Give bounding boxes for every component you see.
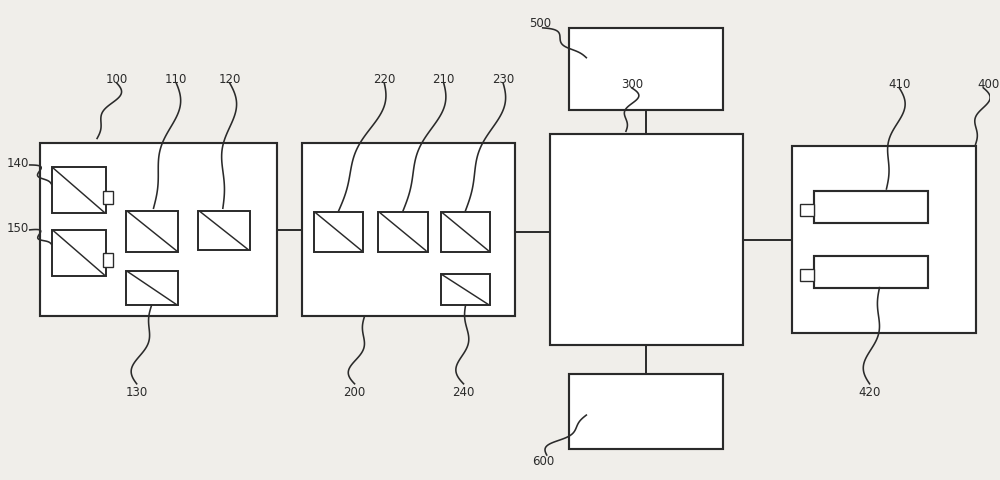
- Text: 410: 410: [888, 77, 910, 91]
- Bar: [198, 211, 250, 251]
- Text: 110: 110: [165, 72, 187, 86]
- Bar: [800, 204, 814, 216]
- Text: 140: 140: [7, 156, 29, 170]
- Bar: [550, 134, 743, 346]
- Text: 120: 120: [219, 72, 241, 86]
- Text: 210: 210: [433, 72, 455, 86]
- Text: 230: 230: [492, 72, 514, 86]
- Bar: [126, 211, 178, 252]
- Bar: [814, 192, 928, 223]
- Bar: [569, 29, 723, 110]
- Bar: [792, 146, 976, 334]
- Bar: [441, 275, 490, 306]
- Bar: [103, 254, 113, 267]
- Text: 300: 300: [621, 77, 643, 91]
- Text: 150: 150: [7, 221, 29, 235]
- Bar: [378, 213, 428, 252]
- Text: 200: 200: [343, 384, 366, 398]
- Bar: [103, 192, 113, 205]
- Bar: [302, 144, 515, 317]
- Text: 500: 500: [529, 16, 551, 30]
- Bar: [314, 213, 363, 252]
- Bar: [40, 144, 277, 317]
- Text: 400: 400: [977, 77, 1000, 91]
- Bar: [441, 213, 490, 252]
- Text: 100: 100: [106, 72, 128, 86]
- Bar: [52, 230, 106, 276]
- Text: 240: 240: [452, 384, 475, 398]
- Text: 220: 220: [373, 72, 395, 86]
- Text: 600: 600: [532, 454, 554, 468]
- Bar: [569, 374, 723, 449]
- Text: 130: 130: [126, 384, 148, 398]
- Bar: [814, 257, 928, 288]
- Bar: [126, 271, 178, 306]
- Text: 420: 420: [858, 384, 881, 398]
- Bar: [52, 168, 106, 214]
- Bar: [800, 269, 814, 281]
